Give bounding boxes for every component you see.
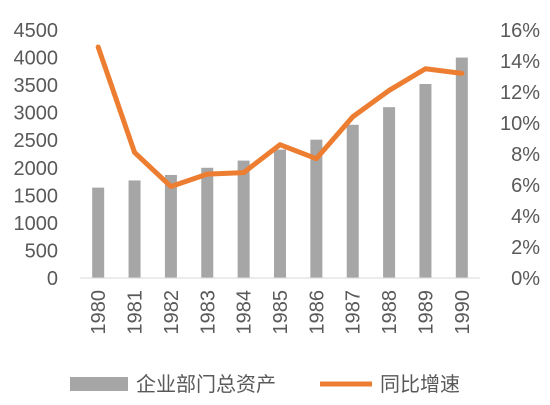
- x-tick-1984: 1984: [234, 290, 256, 335]
- x-tick-1988: 1988: [379, 290, 401, 335]
- legend-label-growth: 同比增速: [380, 373, 460, 396]
- y-left-tick: 1500: [14, 185, 59, 207]
- x-tick-1981: 1981: [125, 290, 147, 335]
- y-right-tick: 8%: [511, 144, 540, 166]
- legend-swatch-bar: [70, 377, 128, 391]
- bar-series: [92, 57, 468, 279]
- x-tick-1986: 1986: [306, 290, 328, 335]
- bar-1984: [237, 160, 250, 278]
- bar-1980: [92, 187, 105, 278]
- bar-1982: [164, 174, 177, 278]
- y-axis-left: 0 500 1000 1500 2000 2500 3000 3500 4000 4500: [14, 20, 59, 290]
- y-left-tick: 2500: [14, 130, 59, 152]
- bar-1989: [419, 84, 432, 278]
- y-right-tick: 14%: [500, 51, 540, 73]
- bar-1981: [128, 180, 141, 278]
- line-series: [95, 44, 465, 190]
- bar-1983: [201, 167, 214, 278]
- y-left-tick: 3500: [14, 75, 59, 97]
- y-right-tick: 0%: [511, 268, 540, 290]
- y-right-tick: 16%: [500, 20, 540, 42]
- x-tick-1985: 1985: [270, 290, 292, 335]
- y-left-tick: 0: [47, 268, 58, 290]
- x-tick-1987: 1987: [343, 290, 365, 335]
- x-tick-1990: 1990: [452, 290, 474, 335]
- y-axis-right: 0% 2% 4% 6% 8% 10% 12% 14% 16%: [500, 20, 540, 290]
- bar-1987: [346, 124, 359, 278]
- y-right-tick: 6%: [511, 175, 540, 197]
- y-right-tick: 12%: [500, 82, 540, 104]
- x-tick-1980: 1980: [88, 290, 110, 335]
- y-right-tick: 2%: [511, 237, 540, 259]
- x-tick-1989: 1989: [415, 290, 437, 335]
- x-tick-1982: 1982: [161, 290, 183, 335]
- y-left-tick: 1000: [14, 213, 59, 235]
- y-right-tick: 10%: [500, 113, 540, 135]
- y-left-tick: 3000: [14, 103, 59, 125]
- bar-1990: [455, 57, 468, 279]
- bar-1988: [383, 107, 396, 278]
- legend: 企业部门总资产 同比增速: [70, 373, 460, 396]
- bar-1986: [310, 139, 323, 278]
- y-left-tick: 4000: [14, 48, 59, 70]
- x-axis-ticks: 1980 1981 1982 1983 1984 1985 1986 1987 1988 1989…: [88, 290, 474, 335]
- y-left-tick: 500: [25, 240, 58, 262]
- y-left-tick: 4500: [14, 20, 59, 42]
- x-tick-1983: 1983: [197, 290, 219, 335]
- bar-1985: [274, 149, 286, 278]
- y-left-tick: 2000: [14, 158, 59, 180]
- y-right-tick: 4%: [511, 206, 540, 228]
- legend-label-assets: 企业部门总资产: [136, 373, 276, 396]
